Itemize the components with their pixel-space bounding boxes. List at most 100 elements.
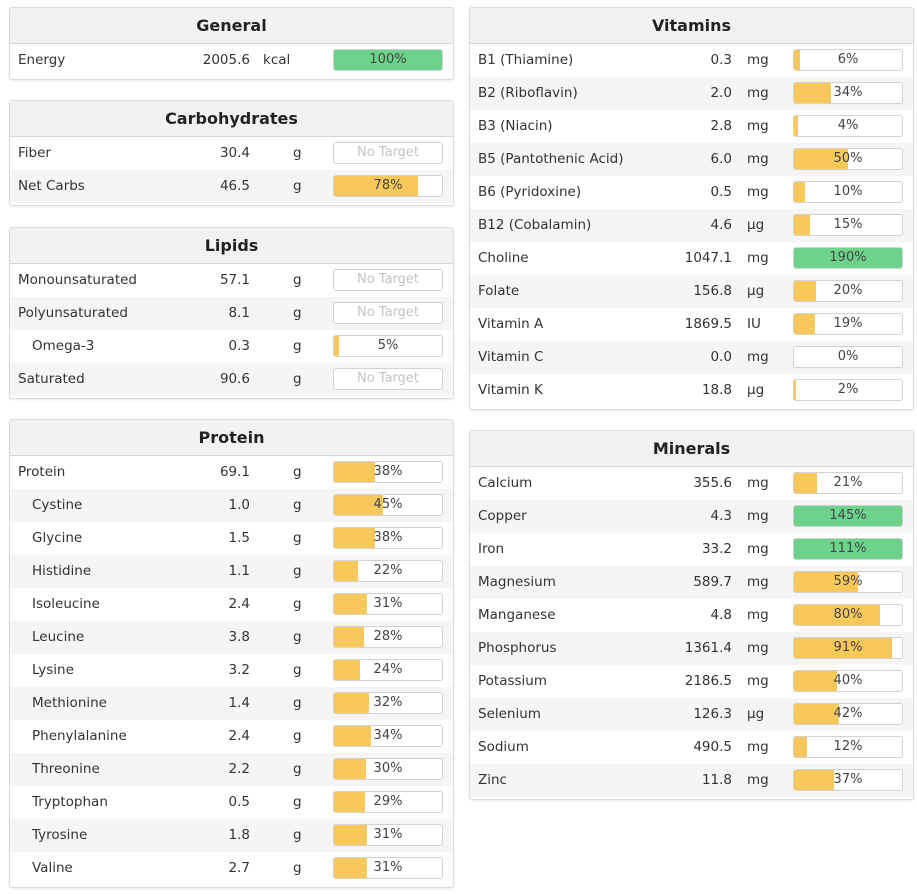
nutrient-amount: 0.3 [710,52,732,68]
target-progress-fill [794,248,902,268]
nutrient-amount: 156.8 [693,283,732,299]
target-percent-label: 32% [373,695,403,710]
target-progress-fill [794,506,902,526]
nutrient-unit: mg [747,772,769,788]
nutrient-name: Saturated [18,371,85,387]
target-progress-bar: No Target [333,368,443,390]
target-progress-bar: 29% [333,791,443,813]
target-progress-fill [334,176,419,196]
target-progress-fill [794,149,848,169]
nutrient-name: Net Carbs [18,178,85,194]
general-panel: General Energy 2005.6 kcal 100% [9,7,454,80]
vitamins-title: Vitamins [470,8,913,44]
target-progress-fill [334,594,368,614]
nutrient-name: Calcium [478,475,533,491]
target-progress-fill [794,380,797,400]
nutrient-row-vitamin-c: Vitamin C 0.0 mg 0% [470,341,913,374]
nutrient-unit: mg [747,151,769,167]
nutrient-name: Vitamin A [478,316,544,332]
target-percent-label: No Target [356,305,420,320]
nutrient-amount: 90.6 [219,371,250,387]
nutrient-name: Protein [18,464,66,480]
nutrient-row-selenium: Selenium 126.3 µg 42% [470,698,913,731]
target-progress-bar: 145% [793,505,903,527]
nutrient-unit: g [293,178,302,194]
target-progress-fill [794,605,881,625]
target-progress-fill [334,462,376,482]
minerals-title: Minerals [470,431,913,467]
nutrient-unit: g [293,728,302,744]
nutrient-amount: 6.0 [710,151,732,167]
nutrient-row-valine: Valine 2.7 g 31% [10,852,453,885]
nutrient-amount: 1.1 [228,563,250,579]
target-percent-label: 10% [833,184,863,199]
nutrient-name: Glycine [32,530,83,546]
nutrient-unit: g [293,761,302,777]
vitamins-rows: B1 (Thiamine) 0.3 mg 6% B2 (Riboflavin) 2.0 mg… [470,44,913,407]
target-progress-fill [794,539,902,559]
nutrient-row-b1-thiamine: B1 (Thiamine) 0.3 mg 6% [470,44,913,77]
nutrient-unit: mg [747,739,769,755]
target-percent-label: 31% [373,596,403,611]
nutrient-name: Cystine [32,497,83,513]
target-progress-fill [334,792,366,812]
target-progress-fill [334,627,365,647]
target-progress-fill [794,737,807,757]
nutrient-row-energy: Energy 2005.6 kcal 100% [10,44,453,77]
nutrient-row-b5-pantothenic-acid: B5 (Pantothenic Acid) 6.0 mg 50% [470,143,913,176]
nutrient-unit: g [293,338,302,354]
nutrient-name: Tyrosine [32,827,88,843]
target-progress-bar: 38% [333,461,443,483]
nutrient-name: Methionine [32,695,107,711]
nutrient-amount: 0.3 [228,338,250,354]
nutrient-row-vitamin-k: Vitamin K 18.8 µg 2% [470,374,913,407]
target-progress-fill [334,336,340,356]
nutrient-amount: 0.0 [710,349,732,365]
nutrient-unit: g [293,596,302,612]
nutrient-row-protein: Protein 69.1 g 38% [10,456,453,489]
nutrient-unit: µg [747,217,765,233]
nutrient-unit: g [293,530,302,546]
nutrient-amount: 18.8 [701,382,732,398]
nutrient-amount: 1.0 [228,497,250,513]
nutrient-unit: g [293,695,302,711]
target-progress-bar: No Target [333,142,443,164]
nutrient-amount: 30.4 [219,145,250,161]
nutrient-row-b3-niacin: B3 (Niacin) 2.8 mg 4% [470,110,913,143]
target-progress-fill [794,473,817,493]
target-progress-bar: 15% [793,214,903,236]
nutrient-name: Tryptophan [32,794,108,810]
nutrient-unit: g [293,305,302,321]
target-progress-fill [334,561,358,581]
nutrient-name: Phenylalanine [32,728,127,744]
target-progress-fill [334,50,442,70]
nutrient-amount: 0.5 [228,794,250,810]
nutrient-name: Magnesium [478,574,556,590]
target-percent-label: 111% [829,541,867,556]
nutrient-name: Fiber [18,145,51,161]
target-progress-fill [334,858,368,878]
nutrient-amount: 355.6 [693,475,732,491]
target-progress-bar: 2% [793,379,903,401]
nutrient-amount: 11.8 [701,772,732,788]
nutrient-name: Selenium [478,706,541,722]
nutrient-unit: µg [747,283,765,299]
nutrient-amount: 1.4 [228,695,250,711]
nutrient-row-net-carbs: Net Carbs 46.5 g 78% [10,170,453,203]
nutrient-amount: 33.2 [701,541,732,557]
nutrient-unit: µg [747,706,765,722]
target-progress-fill [794,215,811,235]
target-percent-label: 78% [373,178,403,193]
protein-rows: Protein 69.1 g 38% Cystine 1.0 g 45% Glycine 1.5 g… [10,456,453,885]
target-progress-bar: 37% [793,769,903,791]
carbohydrates-rows: Fiber 30.4 g No Target Net Carbs 46.5 g 78% [10,137,453,203]
nutrient-row-b2-riboflavin: B2 (Riboflavin) 2.0 mg 34% [470,77,913,110]
target-percent-label: 59% [833,574,863,589]
nutrient-amount: 2005.6 [202,52,250,68]
nutrient-row-methionine: Methionine 1.4 g 32% [10,687,453,720]
nutrient-amount: 4.6 [710,217,732,233]
vitamins-panel: Vitamins B1 (Thiamine) 0.3 mg 6% B2 (Ribofla… [469,7,914,410]
nutrient-unit: g [293,794,302,810]
nutrient-name: B3 (Niacin) [478,118,553,134]
target-progress-fill [794,83,831,103]
